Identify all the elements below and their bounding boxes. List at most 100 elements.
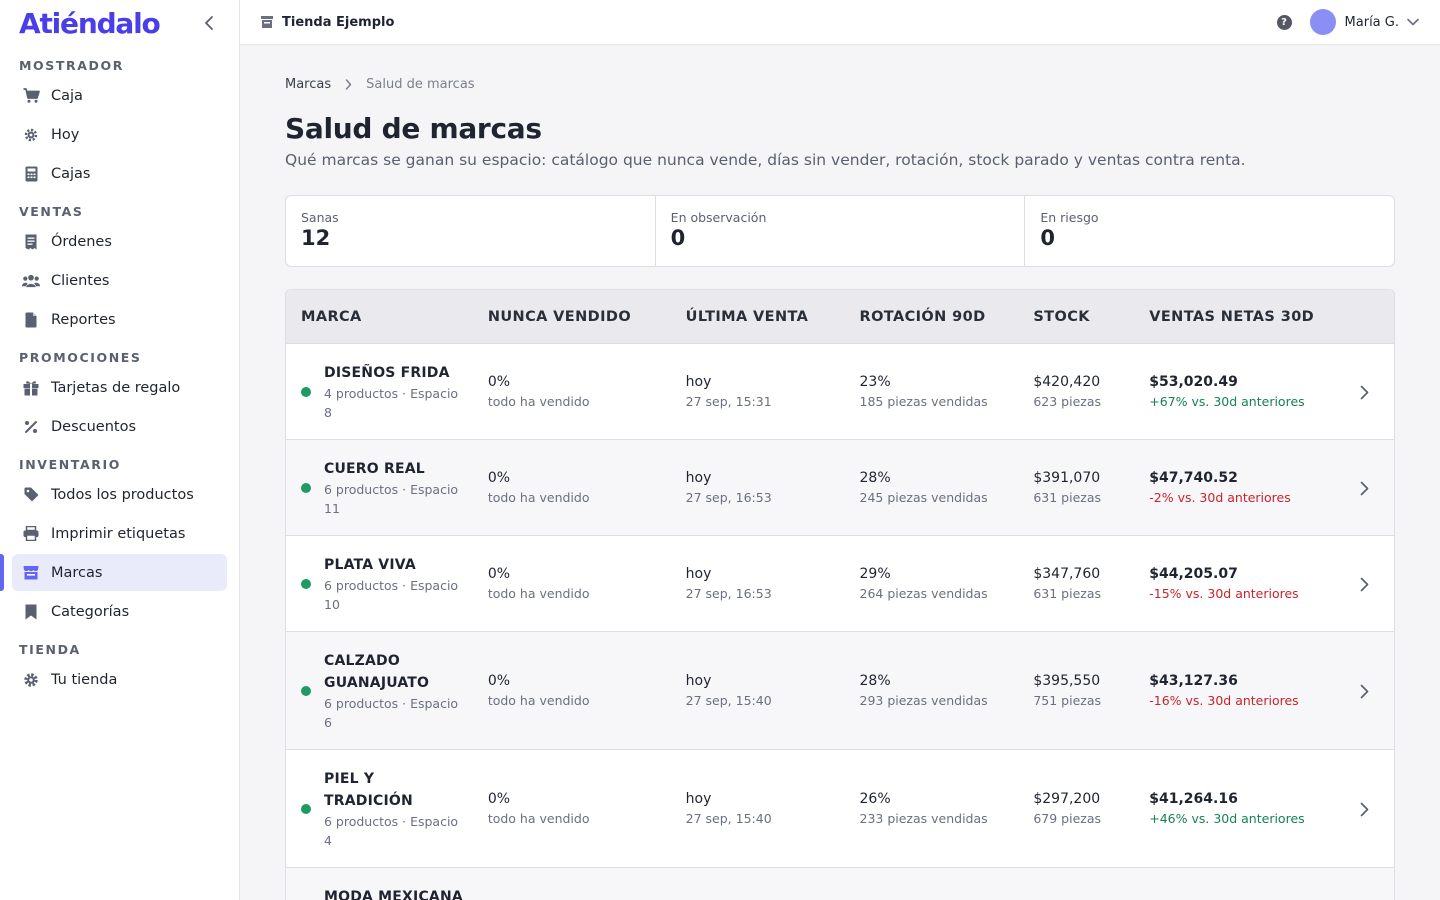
brand-cell: DISEÑOS FRIDA 4 productos · Espacio 8 [286, 362, 473, 422]
brand-name[interactable]: CUERO REAL [324, 461, 425, 477]
never-sold-note: todo ha vendido [487, 394, 590, 409]
nav-section-ventas: VENTAS [19, 204, 84, 219]
net-sales-value: $53,020.49 [1149, 374, 1238, 390]
stat-value: 0 [1040, 226, 1055, 250]
main-area: Tienda Ejemplo ? María G. Marcas Salud d… [240, 0, 1440, 900]
sidebar: Atiéndalo MOSTRADOR Caja Hoy Cajas VENTA… [0, 0, 240, 900]
health-status-dot [301, 579, 311, 589]
never-sold-value: 0% [487, 470, 511, 486]
document-icon [22, 311, 40, 329]
sidebar-item-clientes[interactable]: Clientes [12, 262, 227, 299]
table-row[interactable]: DISEÑOS FRIDA 4 productos · Espacio 8 0%… [286, 344, 1394, 440]
chevron-right-icon [1360, 577, 1368, 591]
stock-cell: $391,070 631 piezas [1018, 468, 1134, 508]
collapse-sidebar-button[interactable] [199, 13, 219, 33]
stock-pieces: 631 piezas [1033, 490, 1102, 505]
help-icon[interactable]: ? [1276, 14, 1292, 30]
sidebar-item-caja[interactable]: Caja [12, 77, 227, 114]
nav-section-promociones: PROMOCIONES [19, 350, 142, 365]
store-icon [260, 15, 274, 29]
sidebar-item-marcas[interactable]: Marcas [0, 554, 227, 591]
user-name[interactable]: María G. [1344, 14, 1399, 30]
row-open-button[interactable] [1334, 481, 1394, 496]
brand-name[interactable]: CALZADO GUANAJUATO [324, 653, 430, 691]
never-sold-cell: 0% todo ha vendido [473, 671, 671, 711]
never-sold-cell: 0% todo ha vendido [473, 372, 671, 412]
page-title: Salud de marcas [285, 112, 542, 145]
brand-name[interactable]: MODA MEXICANA S.A. [324, 889, 463, 900]
row-open-button[interactable] [1334, 577, 1394, 592]
sidebar-item-label: Todos los productos [51, 486, 194, 503]
chevron-right-icon [1360, 802, 1368, 816]
cog-icon [22, 671, 40, 689]
stat-label: En observación [670, 210, 767, 225]
sidebar-item-tu-tienda[interactable]: Tu tienda [12, 661, 227, 698]
page-subtitle: Qué marcas se ganan su espacio: catálogo… [285, 151, 1246, 169]
never-sold-note: todo ha vendido [487, 693, 590, 708]
brand-cell: PIEL Y TRADICIÓN 6 productos · Espacio 4 [286, 768, 473, 850]
net-sales-cell: $53,020.49 +67% vs. 30d anteriores [1134, 372, 1334, 412]
brand-meta: 4 productos · Espacio 8 [324, 386, 459, 420]
brand-name[interactable]: PIEL Y TRADICIÓN [324, 771, 413, 809]
stock-pieces: 623 piezas [1033, 394, 1102, 409]
sidebar-item-tarjetas-de-regalo[interactable]: Tarjetas de regalo [12, 369, 227, 406]
stock-pieces: 679 piezas [1033, 811, 1102, 826]
stock-cell: $297,200 679 piezas [1018, 789, 1134, 829]
net-sales-cell: $43,127.36 -16% vs. 30d anteriores [1134, 671, 1334, 711]
stat-value: 12 [301, 226, 331, 250]
net-sales-delta: +67% vs. 30d anteriores [1149, 394, 1305, 409]
net-sales-delta: +46% vs. 30d anteriores [1149, 811, 1305, 826]
printer-icon [22, 525, 40, 543]
last-sale-cell: hoy 27 sep, 15:31 [671, 372, 845, 412]
sidebar-item-reportes[interactable]: Reportes [12, 301, 227, 338]
table-row[interactable]: CUERO REAL 6 productos · Espacio 11 0% t… [286, 440, 1394, 536]
rotation-cell: 29% 264 piezas vendidas [845, 564, 1019, 604]
row-open-button[interactable] [1334, 684, 1394, 699]
stock-value: $420,420 [1033, 374, 1101, 390]
health-status-dot [301, 686, 311, 696]
sidebar-item-ordenes[interactable]: Órdenes [12, 223, 227, 260]
table-row[interactable]: PLATA VIVA 6 productos · Espacio 10 0% t… [286, 536, 1394, 632]
page-content: Marcas Salud de marcas Salud de marcas Q… [240, 45, 1440, 900]
net-sales-cell: $44,205.07 -15% vs. 30d anteriores [1134, 564, 1334, 604]
brand-name[interactable]: DISEÑOS FRIDA [324, 365, 450, 381]
stock-pieces: 751 piezas [1033, 693, 1102, 708]
chevron-left-icon [205, 16, 213, 30]
never-sold-note: todo ha vendido [487, 490, 590, 505]
table-row[interactable]: CALZADO GUANAJUATO 6 productos · Espacio… [286, 632, 1394, 750]
last-sale-cell: hoy 27 sep, 15:40 [671, 671, 845, 711]
sidebar-item-hoy[interactable]: Hoy [12, 116, 227, 153]
sidebar-item-imprimir-etiquetas[interactable]: Imprimir etiquetas [12, 515, 227, 552]
sidebar-item-descuentos[interactable]: Descuentos [12, 408, 227, 445]
app-logo[interactable]: Atiéndalo [19, 6, 161, 40]
table-body: DISEÑOS FRIDA 4 productos · Espacio 8 0%… [286, 344, 1394, 900]
stock-value: $395,550 [1033, 673, 1101, 689]
sidebar-item-cajas[interactable]: Cajas [12, 155, 227, 192]
rotation-cell: 23% 185 piezas vendidas [845, 372, 1019, 412]
rotation-value: 23% [859, 374, 891, 390]
stat-value: 0 [670, 226, 686, 250]
brand-name[interactable]: PLATA VIVA [324, 557, 416, 573]
bookmark-icon [22, 603, 40, 621]
avatar[interactable] [1309, 9, 1336, 35]
health-summary: Sanas 12 En observación 0 En riesgo 0 [285, 195, 1395, 267]
row-open-button[interactable] [1334, 385, 1394, 400]
row-open-button[interactable] [1334, 802, 1394, 817]
table-row[interactable]: PIEL Y TRADICIÓN 6 productos · Espacio 4… [286, 750, 1394, 868]
net-sales-cell: $47,740.52 -2% vs. 30d anteriores [1134, 468, 1334, 508]
breadcrumb-link-marcas[interactable]: Marcas [285, 76, 332, 92]
table-row[interactable]: MODA MEXICANA S.A. 0% hoy 27% $274,100 $… [286, 868, 1394, 900]
store-selector[interactable]: Tienda Ejemplo [260, 15, 394, 30]
breadcrumb-current: Salud de marcas [366, 76, 475, 92]
tag-icon [22, 486, 40, 504]
brand-meta: 6 productos · Espacio 11 [324, 482, 459, 516]
sidebar-item-label: Descuentos [51, 418, 137, 435]
sidebar-item-categorias[interactable]: Categorías [12, 593, 227, 630]
chevron-down-icon[interactable] [1407, 18, 1419, 26]
never-sold-value: 0% [487, 374, 511, 390]
health-status-dot [301, 483, 311, 493]
gear-sun-icon [22, 126, 40, 144]
sidebar-item-todos-los-productos[interactable]: Todos los productos [12, 476, 227, 513]
stock-cell: $395,550 751 piezas [1018, 671, 1134, 711]
sidebar-header: Atiéndalo [0, 0, 239, 46]
